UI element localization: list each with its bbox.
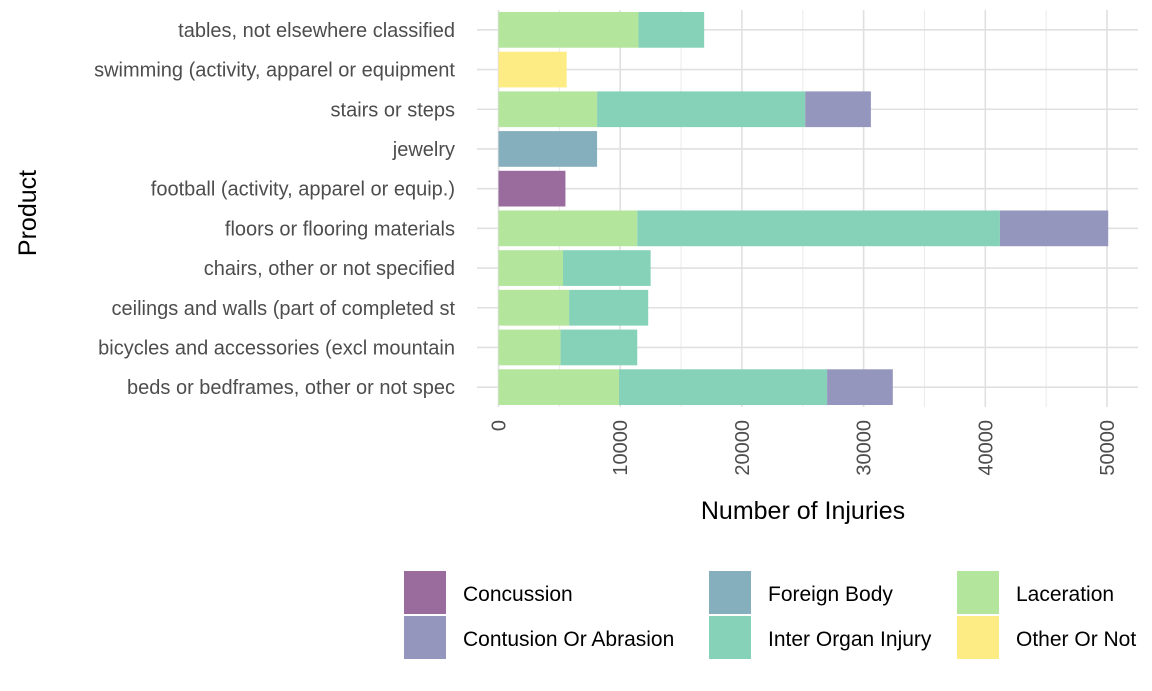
- bar-segment: [498, 11, 639, 48]
- legend-label: Foreign Body: [768, 583, 893, 606]
- category-label: beds or bedframes, other or not spec: [127, 377, 455, 399]
- bar-segment: [498, 91, 598, 128]
- legend-swatch: [957, 571, 999, 614]
- x-tick-label: 0: [489, 420, 511, 431]
- legend-swatch: [404, 616, 446, 659]
- legend-label: Inter Organ Injury: [768, 628, 932, 651]
- category-label: floors or flooring materials: [225, 218, 455, 240]
- legend-label: Concussion: [463, 583, 573, 606]
- bar-segment: [563, 250, 651, 286]
- bar-segment: [597, 91, 806, 128]
- bar-segment: [498, 329, 561, 366]
- category-label: jewelry: [392, 139, 455, 161]
- bar-segment: [637, 210, 1000, 247]
- x-tick-label: 40000: [975, 420, 997, 476]
- bar-segment: [560, 329, 638, 366]
- x-axis-title: Number of Injuries: [701, 497, 905, 525]
- bar-segment: [805, 91, 871, 128]
- bar-segment: [498, 131, 598, 167]
- bar-segment: [827, 369, 893, 406]
- bars: [498, 11, 1109, 406]
- legend-label: Laceration: [1016, 583, 1114, 606]
- legend-swatch: [404, 571, 446, 614]
- bar-segment: [569, 289, 649, 326]
- bar-segment: [498, 289, 570, 326]
- x-tick-label: 30000: [854, 420, 876, 476]
- legend: Concussion Contusion Or Abrasion Foreign B…: [404, 571, 1136, 659]
- y-axis-title: Product: [14, 170, 42, 256]
- bar-segment: [498, 51, 567, 88]
- bar-segment: [999, 210, 1109, 247]
- x-tick-label: 10000: [610, 420, 632, 476]
- bar-segment: [638, 11, 705, 48]
- x-tick-label: 50000: [1097, 420, 1119, 476]
- category-label: ceilings and walls (part of completed st: [112, 298, 456, 320]
- category-label: stairs or steps: [331, 99, 455, 121]
- bar-segment: [498, 250, 564, 286]
- x-tick-labels: 0 10000 20000 30000 40000 50000: [489, 420, 1120, 476]
- bar-segment: [498, 170, 566, 207]
- legend-label: Other Or Not: [1016, 628, 1136, 651]
- bar-segment: [498, 210, 638, 247]
- category-label: football (activity, apparel or equip.): [151, 179, 455, 201]
- x-tick-label: 20000: [732, 420, 754, 476]
- category-label: bicycles and accessories (excl mountain: [98, 337, 455, 359]
- legend-swatch: [957, 616, 999, 659]
- legend-swatch: [709, 616, 751, 659]
- bar-segment: [498, 369, 619, 406]
- legend-label: Contusion Or Abrasion: [463, 628, 674, 651]
- category-labels: beds or bedframes, other or not spec bicy…: [94, 20, 455, 399]
- category-label: chairs, other or not specified: [204, 258, 455, 280]
- category-label: tables, not elsewhere classified: [178, 20, 455, 42]
- bar-segment: [618, 369, 828, 406]
- category-label: swimming (activity, apparel or equipment: [94, 60, 455, 82]
- legend-swatch: [709, 571, 751, 614]
